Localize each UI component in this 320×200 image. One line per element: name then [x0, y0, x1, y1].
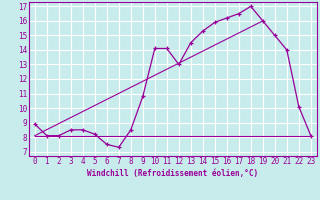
X-axis label: Windchill (Refroidissement éolien,°C): Windchill (Refroidissement éolien,°C): [87, 169, 258, 178]
